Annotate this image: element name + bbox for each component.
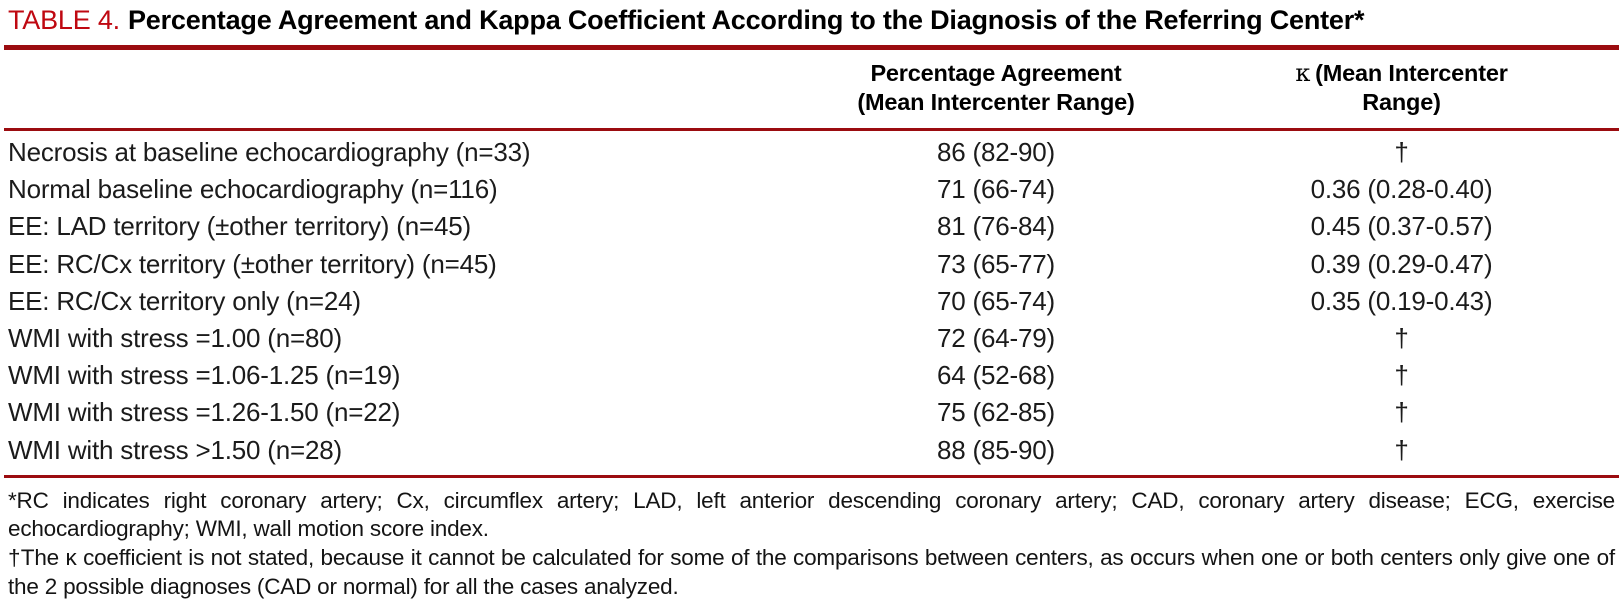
kappa-value: 0.45 (0.37-0.57) bbox=[1310, 211, 1493, 242]
row-label: EE: RC/Cx territory (±other territory) (… bbox=[8, 248, 497, 279]
table-row: EE: LAD territory (±other territory) (n=… bbox=[0, 208, 1623, 245]
agreement-value: 81 (76-84) bbox=[937, 211, 1055, 242]
kappa-value: † bbox=[1394, 137, 1409, 168]
kappa-value: 0.36 (0.28-0.40) bbox=[1310, 174, 1493, 205]
table-row: Necrosis at baseline echocardiography (n… bbox=[0, 134, 1623, 171]
top-rule bbox=[4, 45, 1619, 50]
row-label: EE: RC/Cx territory only (n=24) bbox=[8, 285, 361, 316]
row-label: Necrosis at baseline echocardiography (n… bbox=[8, 137, 531, 168]
kappa-value: 0.35 (0.19-0.43) bbox=[1310, 285, 1493, 316]
table-row: WMI with stress =1.26-1.50 (n=22) 75 (62… bbox=[0, 394, 1623, 431]
kappa-header-line1: (Mean Intercenter bbox=[1315, 60, 1508, 86]
table-title-text: Percentage Agreement and Kappa Coefficie… bbox=[127, 5, 1365, 35]
row-label: WMI with stress =1.00 (n=80) bbox=[8, 323, 342, 354]
agreement-value: 86 (82-90) bbox=[937, 137, 1055, 168]
kappa-value: 0.39 (0.29-0.47) bbox=[1310, 248, 1493, 279]
agreement-header-line1: Percentage Agreement bbox=[870, 60, 1122, 86]
row-label: EE: LAD territory (±other territory) (n=… bbox=[8, 211, 471, 242]
agreement-value: 64 (52-68) bbox=[937, 360, 1055, 391]
agreement-value: 72 (64-79) bbox=[937, 323, 1055, 354]
kappa-value: † bbox=[1394, 434, 1409, 465]
table-row: Normal baseline echocardiography (n=116)… bbox=[0, 171, 1623, 208]
row-label: WMI with stress =1.26-1.50 (n=22) bbox=[8, 397, 401, 428]
table-row: EE: RC/Cx territory (±other territory) (… bbox=[0, 246, 1623, 283]
table-row: WMI with stress >1.50 (n=28) 88 (85-90) … bbox=[0, 432, 1623, 469]
column-header-kappa: κ (Mean Intercenter Range) bbox=[1180, 59, 1623, 117]
agreement-header-line2: (Mean Intercenter Range) bbox=[857, 89, 1135, 115]
column-header-agreement: Percentage Agreement (Mean Intercenter R… bbox=[812, 59, 1180, 117]
agreement-value: 70 (65-74) bbox=[937, 285, 1055, 316]
table-title: TABLE 4. Percentage Agreement and Kappa C… bbox=[0, 0, 1623, 45]
kappa-symbol: κ bbox=[1295, 59, 1311, 87]
table-header-row: Percentage Agreement (Mean Intercenter R… bbox=[0, 50, 1623, 128]
bottom-rule bbox=[4, 474, 1619, 478]
agreement-value: 73 (65-77) bbox=[937, 248, 1055, 279]
table-number-label: TABLE 4. bbox=[8, 5, 120, 35]
kappa-header-line2: Range) bbox=[1362, 89, 1441, 115]
row-label: WMI with stress >1.50 (n=28) bbox=[8, 434, 342, 465]
mid-rule bbox=[4, 128, 1619, 131]
kappa-value: † bbox=[1394, 323, 1409, 354]
row-label: WMI with stress =1.06-1.25 (n=19) bbox=[8, 360, 401, 391]
table-row: WMI with stress =1.06-1.25 (n=19) 64 (52… bbox=[0, 357, 1623, 394]
row-label: Normal baseline echocardiography (n=116) bbox=[8, 174, 498, 205]
footnote-dagger: †The κ coefficient is not stated, becaus… bbox=[8, 545, 1615, 600]
agreement-value: 75 (62-85) bbox=[937, 397, 1055, 428]
kappa-value: † bbox=[1394, 397, 1409, 428]
kappa-value: † bbox=[1394, 360, 1409, 391]
table-row: EE: RC/Cx territory only (n=24) 70 (65-7… bbox=[0, 283, 1623, 320]
table-row: WMI with stress =1.00 (n=80) 72 (64-79) … bbox=[0, 320, 1623, 357]
table-body: Necrosis at baseline echocardiography (n… bbox=[0, 131, 1623, 469]
footnote-asterisk: *RC indicates right coronary artery; Cx,… bbox=[8, 487, 1615, 542]
agreement-value: 71 (66-74) bbox=[937, 174, 1055, 205]
footnotes: *RC indicates right coronary artery; Cx,… bbox=[0, 478, 1623, 602]
agreement-value: 88 (85-90) bbox=[937, 434, 1055, 465]
